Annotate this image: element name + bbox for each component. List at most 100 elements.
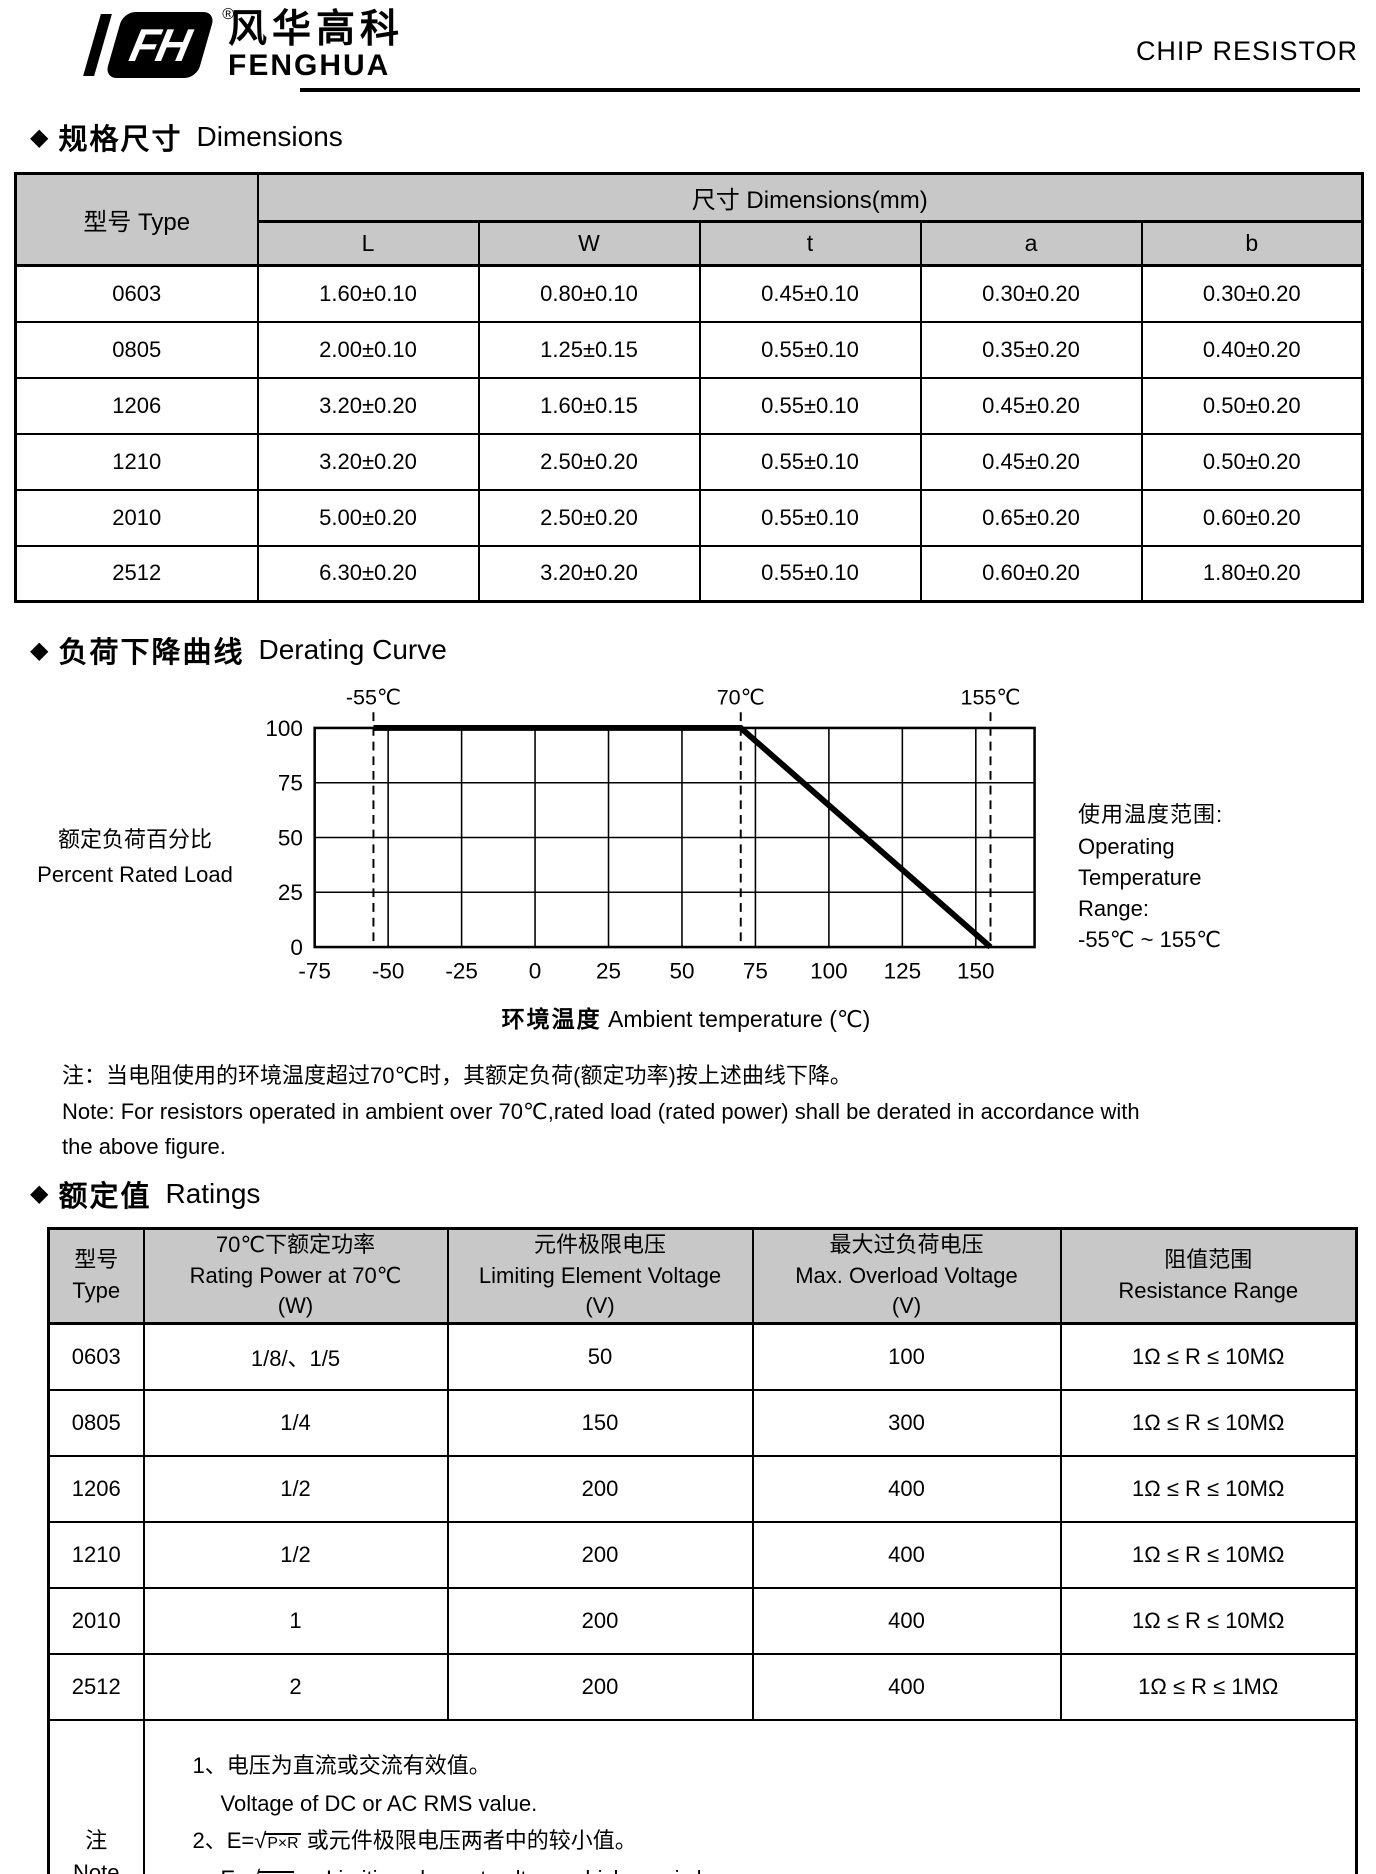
dimension-value-cell: 2.50±0.20 [477,432,701,491]
note-content-cell: 1、电压为直流或交流有效值。 Voltage of DC or AC RMS va… [142,1718,1358,1874]
rating-value-cell: 1Ω ≤ R ≤ 10MΩ [1059,1586,1358,1655]
diamond-bullet-icon: ◆ [30,1180,49,1208]
derating-chart-area: 额定负荷百分比 Percent Rated Load -75 -50 -25 0 25 5… [0,681,1376,1034]
y-label-en: Percent Rated Load [37,861,233,887]
derating-chart: -75 -50 -25 0 25 50 75 100 125 150 0 25 50 75 100 -55℃ 7… [265,685,1036,983]
registered-trademark-icon: ® [222,6,234,23]
dimension-value-cell: 2.50±0.20 [477,488,701,547]
x-tick-label: 100 [810,958,848,983]
type-cell: 2512 [47,1652,145,1721]
dimension-value-cell: 0.60±0.20 [919,544,1143,603]
dimensions-group-header: 尺寸 Dimensions(mm) [256,172,1364,223]
y-tick-label: 75 [278,771,303,796]
dimension-value-cell: 6.30±0.20 [256,544,480,603]
rating-value-cell: 1Ω ≤ R ≤ 10MΩ [1059,1322,1358,1391]
note-line: E=√P×R or Limiting element voltage which… [193,1860,1346,1874]
type-cell: 2010 [14,488,259,547]
y-tick-label: 25 [278,880,303,905]
dimension-value-cell: 1.25±0.15 [477,320,701,379]
marker-label: 70℃ [717,685,765,709]
rating-value-cell: 200 [446,1520,754,1589]
header-line-cn: 70℃下额定功率 [215,1231,376,1257]
section-heading-dimensions: ◆ 规格尺寸 Dimensions [30,116,1376,158]
note-line: Voltage of DC or AC RMS value. [220,1790,538,1816]
header-line-unit: (V) [585,1293,615,1319]
derating-note-en: the above figure. [62,1134,226,1160]
ratings-table: 型号 Type 70℃下额定功率 Rating Power at 70℃ (W)… [47,1226,1358,1874]
y-tick-label: 50 [278,825,303,850]
header-line-en: Limiting Element Voltage [478,1262,722,1288]
type-cell: 0603 [14,264,259,323]
chart-plot-column: -75 -50 -25 0 25 50 75 100 125 150 0 25 50 75 100 -55℃ 7… [252,681,1064,1034]
dimension-value-cell: 0.45±0.20 [919,376,1143,435]
derating-note: 注：当电阻使用的环境温度超过70℃时，其额定负荷(额定功率)按上述曲线下降。 N… [62,1058,1352,1165]
dimension-value-cell: 3.20±0.20 [256,432,480,491]
logo-monogram: FH [125,19,195,71]
dimension-value-cell: 5.00±0.20 [256,488,480,547]
rating-value-cell: 200 [446,1454,754,1523]
header-line-unit: (V) [891,1293,922,1319]
y-label-cn: 额定负荷百分比 [57,827,212,853]
dimension-value-cell: 0.55±0.10 [698,488,922,547]
dimension-value-cell: 0.35±0.20 [919,320,1143,379]
diamond-bullet-icon: ◆ [30,636,49,664]
operating-range-annotation: 使用温度范围: Operating Temperature Range: -55… [1064,799,1294,955]
type-cell: 0805 [14,320,259,379]
marker-label: 155℃ [960,685,1020,709]
header-divider [300,88,1360,92]
table-row: 1206 1/2 200 400 1Ω ≤ R ≤ 10MΩ [47,1454,1358,1523]
header-line-unit: (W) [277,1293,314,1319]
x-tick-label: 25 [596,958,621,983]
section-title-en: Ratings [165,1177,261,1209]
chart-x-axis-label: 环境温度 Ambient temperature (℃) [252,1000,1064,1034]
x-tick-label: 75 [743,958,768,983]
document-title: CHIP RESISTOR [1135,36,1358,66]
rating-value-cell: 200 [446,1652,754,1721]
note-label-cell: 注 Note [47,1718,145,1874]
rating-value-cell: 1/2 [142,1454,449,1523]
rating-value-cell: 1Ω ≤ R ≤ 10MΩ [1059,1454,1358,1523]
note-line: 2、E=√ P×R 或元件极限电压两者中的较小值。 [192,1828,637,1854]
section-title-cn: 额定值 [58,1180,152,1213]
header-line-en: Rating Power at 70℃ [189,1262,402,1288]
header-line-cn: 型号 [74,1247,119,1273]
dimension-value-cell: 1.60±0.10 [256,264,480,323]
dimensions-table: 型号 Type 尺寸 Dimensions(mm) L W t a b 0603… [14,172,1364,603]
dimension-value-cell: 0.40±0.20 [1140,320,1364,379]
brand-name-cn: 风华高科 [228,8,405,51]
dimension-value-cell: 0.45±0.10 [698,264,922,323]
ratings-note-row: 注 Note 1、电压为直流或交流有效值。 Voltage of DC or AC… [47,1718,1358,1874]
type-cell: 1210 [14,432,259,491]
rating-value-cell: 100 [751,1322,1062,1391]
dimension-value-cell: 1.60±0.15 [477,376,701,435]
fenghua-logo-icon: FH ® [83,6,242,78]
rating-value-cell: 1/4 [142,1388,449,1457]
ratings-col-type: 型号 Type [47,1227,145,1326]
brand-name-en: FENGHUA [228,48,391,82]
header-line-en: Type [72,1278,121,1304]
table-row: 0805 1/4 150 300 1Ω ≤ R ≤ 10MΩ [47,1388,1358,1457]
rating-value-cell: 400 [751,1652,1062,1721]
x-tick-label: 125 [884,958,922,983]
rating-value-cell: 300 [751,1388,1062,1457]
section-heading-derating: ◆ 负荷下降曲线 Derating Curve [30,629,1376,671]
x-tick-label: -25 [445,958,478,983]
x-tick-label: -75 [298,958,331,983]
rating-value-cell: 200 [446,1586,754,1655]
rating-value-cell: 1Ω ≤ R ≤ 10MΩ [1059,1520,1358,1589]
table-row: 2010 5.00±0.20 2.50±0.20 0.55±0.10 0.65±0.20… [14,488,1364,547]
ratings-col-power: 70℃下额定功率 Rating Power at 70℃ (W) [142,1227,449,1326]
rating-value-cell: 150 [446,1388,754,1457]
dim-col-a: a [919,220,1143,267]
ratings-col-resistance-range: 阻值范围 Resistance Range [1059,1227,1358,1326]
annotation-line: Range: [1078,896,1149,922]
type-cell: 1206 [47,1454,145,1523]
annotation-line: Temperature [1078,864,1202,890]
header-line-cn: 阻值范围 [1164,1247,1253,1273]
dimension-value-cell: 0.50±0.20 [1140,376,1364,435]
y-tick-label: 0 [290,935,303,960]
diamond-bullet-icon: ◆ [30,123,49,151]
rating-value-cell: 1Ω ≤ R ≤ 1MΩ [1059,1652,1358,1721]
annotation-line: 使用温度范围: [1078,802,1224,828]
section-title-cn: 规格尺寸 [58,124,183,156]
